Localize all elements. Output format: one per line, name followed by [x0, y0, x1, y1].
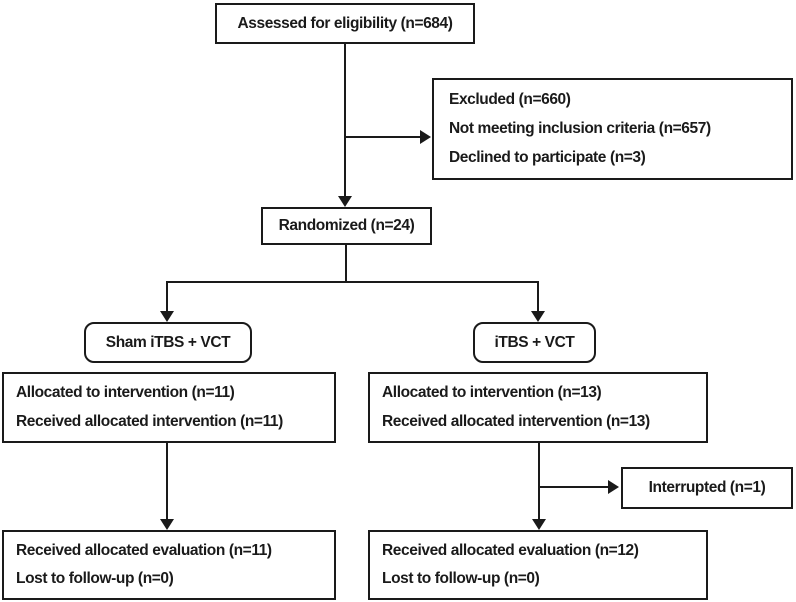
connector-to-excluded [344, 136, 420, 138]
arrowhead-into-excluded [420, 130, 431, 144]
group-sham-itbs-vct-label: Sham iTBS + VCT [105, 333, 231, 351]
connector-split-to-itbs [537, 281, 539, 311]
connector-to-interrupted [538, 486, 608, 488]
randomized-label: Randomized (n=24) [278, 217, 415, 234]
randomized-box: Randomized (n=24) [261, 207, 432, 245]
allocation-itbs-allocated-label: Allocated to intervention (n=13) [382, 384, 602, 402]
evaluation-sham-box: Received allocated evaluation (n=11) Los… [2, 530, 336, 600]
excluded-declined-label: Declined to participate (n=3) [449, 149, 646, 166]
excluded-box: Excluded (n=660) Not meeting inclusion c… [432, 78, 793, 180]
arrowhead-into-interrupted [608, 480, 619, 494]
connector-assessed-to-randomized [344, 44, 346, 196]
arrowhead-into-sham-group [160, 311, 174, 322]
excluded-criteria-label: Not meeting inclusion criteria (n=657) [449, 120, 711, 137]
evaluation-itbs-box: Received allocated evaluation (n=12) Los… [368, 530, 708, 600]
connector-sham-alloc-to-eval [166, 443, 168, 519]
connector-itbs-alloc-to-eval [538, 443, 540, 519]
split-bar [166, 281, 539, 283]
evaluation-sham-received-label: Received allocated evaluation (n=11) [16, 542, 272, 559]
allocation-itbs-box: Allocated to intervention (n=13) Receive… [368, 372, 708, 443]
assessed-eligibility-label: Assessed for eligibility (n=684) [237, 14, 453, 32]
arrowhead-into-itbs-group [531, 311, 545, 322]
evaluation-itbs-lost-label: Lost to follow-up (n=0) [382, 570, 540, 587]
interrupted-box: Interrupted (n=1) [621, 467, 793, 509]
arrowhead-into-sham-eval [160, 519, 174, 530]
allocation-itbs-received-label: Received allocated intervention (n=13) [382, 412, 650, 430]
allocation-sham-box: Allocated to intervention (n=11) Receive… [2, 372, 336, 443]
interrupted-label: Interrupted (n=1) [648, 479, 766, 496]
group-itbs-vct-box: iTBS + VCT [473, 322, 596, 363]
evaluation-itbs-received-label: Received allocated evaluation (n=12) [382, 542, 639, 559]
arrowhead-into-itbs-eval [532, 519, 546, 530]
group-itbs-vct-label: iTBS + VCT [494, 333, 575, 351]
allocation-sham-allocated-label: Allocated to intervention (n=11) [16, 384, 235, 402]
allocation-sham-received-label: Received allocated intervention (n=11) [16, 412, 283, 430]
connector-split-to-sham [166, 281, 168, 311]
connector-randomized-to-split [345, 245, 347, 283]
group-sham-itbs-vct-box: Sham iTBS + VCT [84, 322, 252, 363]
assessed-eligibility-box: Assessed for eligibility (n=684) [215, 3, 475, 44]
excluded-total-label: Excluded (n=660) [449, 91, 571, 108]
evaluation-sham-lost-label: Lost to follow-up (n=0) [16, 570, 174, 587]
arrowhead-into-randomized [338, 196, 352, 207]
